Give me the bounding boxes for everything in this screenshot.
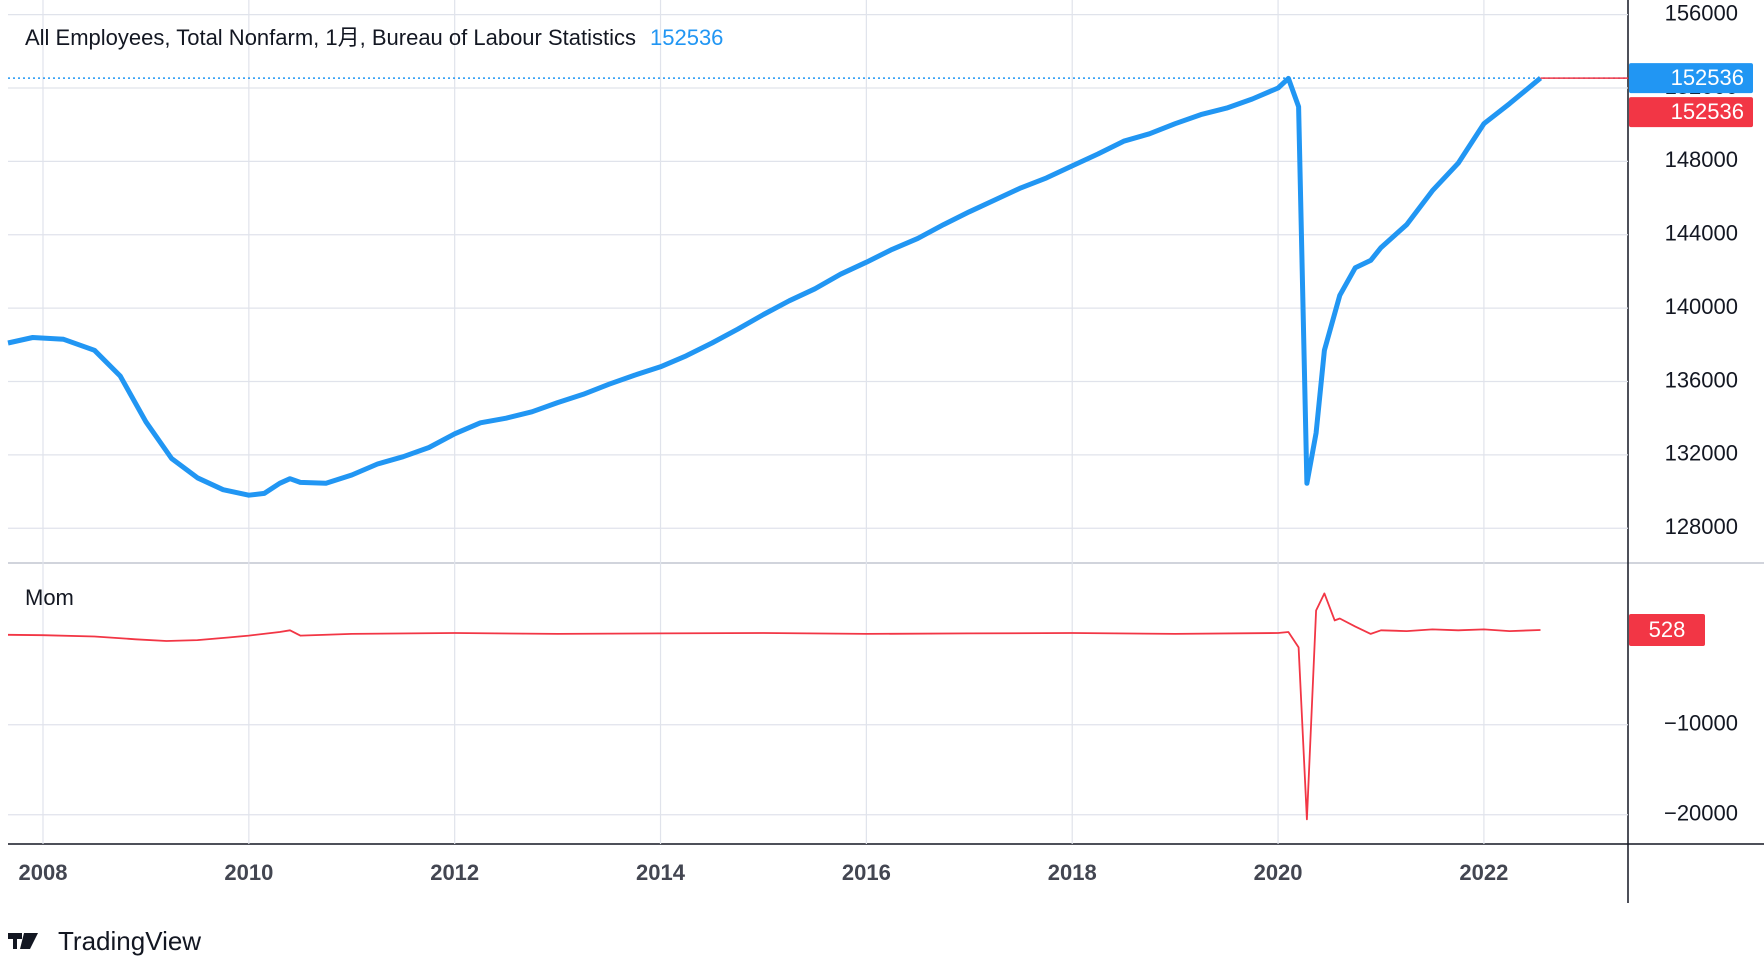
brand-name: TradingView <box>58 926 201 956</box>
x-tick-label: 2010 <box>224 860 273 885</box>
plot: 2008 2010 2012 2014 2016 2018 2020 2022 128000 13… <box>7 0 1753 885</box>
price-label-box <box>1629 63 1753 94</box>
x-tick-label: 2018 <box>1048 860 1097 885</box>
x-tick-label: 2020 <box>1254 860 1303 885</box>
y-tick-label: 132000 <box>1665 441 1738 466</box>
y-tick-label: −20000 <box>1664 801 1738 826</box>
last-value: 152536 <box>650 25 723 50</box>
x-tick-label: 2016 <box>842 860 891 885</box>
x-tick-label: 2022 <box>1459 860 1508 885</box>
x-tick-label: 2014 <box>636 860 686 885</box>
y-tick-label: 144000 <box>1665 221 1738 246</box>
y-tick-label: 128000 <box>1665 514 1738 539</box>
x-tick-label: 2012 <box>430 860 479 885</box>
data-line <box>7 75 1543 498</box>
brand-logo <box>8 933 38 949</box>
price-label-box <box>1629 97 1753 128</box>
price-label: 152536 <box>1671 65 1744 90</box>
y-tick-label: 140000 <box>1665 294 1738 319</box>
data-line <box>7 592 1541 821</box>
x-tick-label: 2008 <box>19 860 68 885</box>
y-tick-label: 136000 <box>1665 367 1738 392</box>
price-label-box <box>1629 613 1705 646</box>
price-label: 528 <box>1649 617 1686 642</box>
series-name: All Employees, Total Nonfarm, 1月, Bureau… <box>25 25 636 50</box>
pane-title: Mom <box>25 585 74 610</box>
y-tick-label: 156000 <box>1665 0 1738 25</box>
y-tick-label: 148000 <box>1665 147 1738 172</box>
y-tick-label: −10000 <box>1664 711 1738 736</box>
price-label: 152536 <box>1671 99 1744 124</box>
chart-title: All Employees, Total Nonfarm, 1月, Bureau… <box>25 25 723 50</box>
